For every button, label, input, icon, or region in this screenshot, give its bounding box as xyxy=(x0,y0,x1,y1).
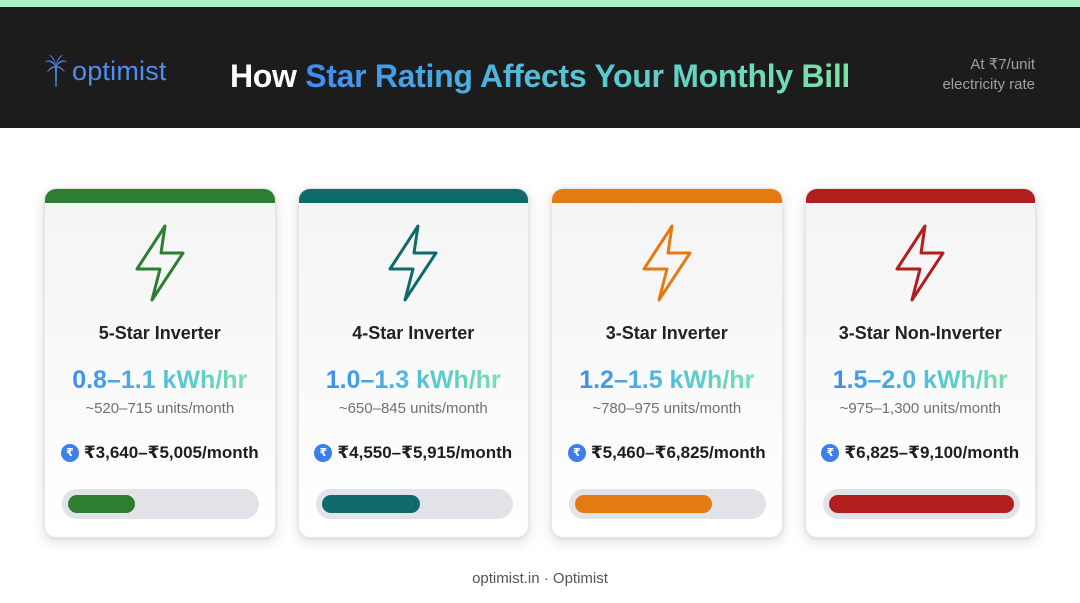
title-highlight: Star Rating Affects Your Monthly Bill xyxy=(305,58,851,94)
cost-bar-fill xyxy=(68,495,135,513)
card-5-star-inverter: 5-Star Inverter 0.8–1.1 kWh/hr ~520–715 … xyxy=(44,188,276,538)
cost-bar-fill xyxy=(828,495,1014,513)
card-consumption: 1.5–2.0 kWh/hr xyxy=(832,366,1008,394)
card-cost: ₹ ₹6,825–₹9,100/month xyxy=(806,442,1036,464)
cost-bar-track xyxy=(822,489,1020,519)
rate-note-line1: At ₹7/unit xyxy=(970,56,1035,73)
lightning-bolt-icon xyxy=(642,224,692,302)
palm-tree-icon xyxy=(45,55,67,87)
rating-cards: 5-Star Inverter 0.8–1.1 kWh/hr ~520–715 … xyxy=(44,188,1036,538)
card-3-star-inverter: 3-Star Inverter 1.2–1.5 kWh/hr ~780–975 … xyxy=(551,188,783,538)
card-consumption: 1.2–1.5 kWh/hr xyxy=(579,366,755,394)
title-prefix: How xyxy=(229,58,306,94)
card-units: ~975–1,300 units/month xyxy=(839,400,1001,417)
cost-bar-fill xyxy=(575,495,712,513)
card-title: 3-Star Inverter xyxy=(605,323,728,343)
card-cost: ₹ ₹4,550–₹5,915/month xyxy=(299,442,529,464)
card-color-band xyxy=(805,189,1035,203)
card-cost-value: ₹4,550–₹5,915/month xyxy=(337,443,513,462)
lightning-bolt-icon xyxy=(895,224,945,302)
card-3-star-non-inverter: 3-Star Non-Inverter 1.5–2.0 kWh/hr ~975–… xyxy=(804,188,1036,538)
top-accent-strip xyxy=(0,0,1080,7)
page-title: How Star Rating Affects Your Monthly Bil… xyxy=(0,56,1080,96)
cost-bar-fill xyxy=(321,495,420,513)
cost-bar-track xyxy=(62,489,259,519)
rate-note-line2: electricity rate xyxy=(942,76,1035,93)
rupee-icon: ₹ xyxy=(314,444,333,462)
card-cost-value: ₹5,460–₹6,825/month xyxy=(590,443,766,462)
brand-name: optimist xyxy=(72,55,167,86)
card-title: 4-Star Inverter xyxy=(352,323,475,343)
rupee-icon: ₹ xyxy=(60,444,79,462)
footer-credit: optimist.in · Optimist xyxy=(472,570,608,587)
card-units: ~520–715 units/month xyxy=(85,400,235,417)
card-cost-value: ₹3,640–₹5,005/month xyxy=(83,443,259,462)
card-color-band xyxy=(552,189,782,203)
rupee-icon: ₹ xyxy=(567,444,586,462)
cost-bar-track xyxy=(569,489,766,519)
lightning-bolt-icon xyxy=(388,224,438,302)
rupee-icon: ₹ xyxy=(821,444,840,462)
card-title: 5-Star Inverter xyxy=(98,323,221,343)
card-units: ~780–975 units/month xyxy=(592,400,742,417)
card-color-band xyxy=(298,189,528,203)
card-consumption: 0.8–1.1 kWh/hr xyxy=(72,366,248,394)
lightning-bolt-icon xyxy=(135,224,185,302)
card-units: ~650–845 units/month xyxy=(338,400,488,417)
brand-logo[interactable]: optimist xyxy=(44,51,167,91)
card-cost: ₹ ₹5,460–₹6,825/month xyxy=(552,442,782,464)
card-4-star-inverter: 4-Star Inverter 1.0–1.3 kWh/hr ~650–845 … xyxy=(297,188,529,538)
card-cost: ₹ ₹3,640–₹5,005/month xyxy=(45,442,275,464)
rate-note: At ₹7/unit electricity rate xyxy=(942,55,1035,95)
header-bar: optimist How Star Rating Affects Your Mo… xyxy=(0,7,1080,128)
card-cost-value: ₹6,825–₹9,100/month xyxy=(844,443,1020,462)
card-title: 3-Star Non-Inverter xyxy=(838,323,1002,343)
card-consumption: 1.0–1.3 kWh/hr xyxy=(325,366,501,394)
card-color-band xyxy=(45,189,275,203)
cost-bar-track xyxy=(315,489,513,519)
